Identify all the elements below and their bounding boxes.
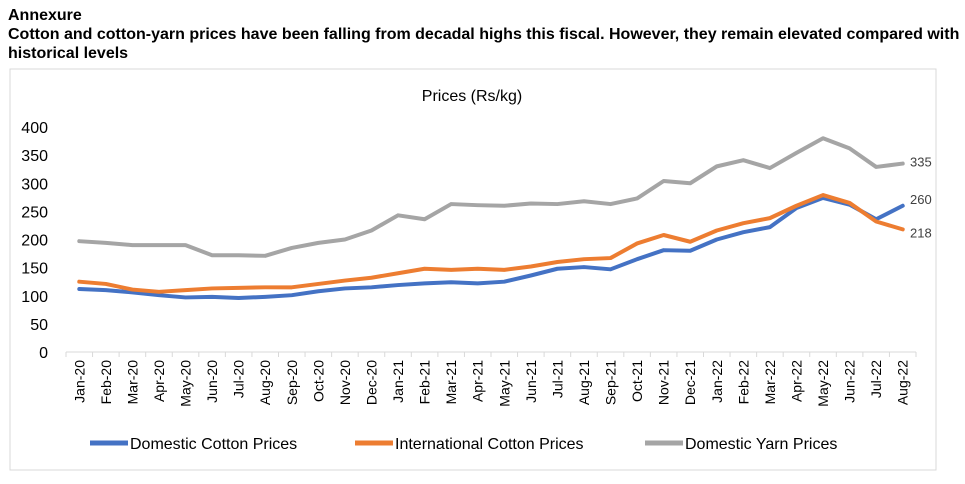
y-tick-label: 50 xyxy=(30,317,48,334)
x-tick-label: Jun-22 xyxy=(842,360,858,403)
x-tick-label: Mar-22 xyxy=(762,360,778,405)
x-tick-label: Jan-22 xyxy=(709,360,725,403)
x-tick-label: Dec-20 xyxy=(363,360,379,405)
x-tick-label: Sep-21 xyxy=(603,360,619,405)
x-tick-label: Apr-21 xyxy=(470,360,486,402)
y-tick-label: 200 xyxy=(21,233,48,250)
legend-label: Domestic Cotton Prices xyxy=(130,436,297,453)
end-data-label: 218 xyxy=(910,225,932,240)
x-tick-label: Mar-21 xyxy=(443,360,459,405)
x-tick-label: Oct-20 xyxy=(310,360,326,402)
x-tick-label: Apr-20 xyxy=(151,360,167,402)
header: Annexure Cotton and cotton-yarn prices h… xyxy=(8,6,963,63)
series-line-domestic-cotton-prices xyxy=(77,195,905,300)
end-data-label: 335 xyxy=(910,155,932,170)
x-tick-label: Jul-21 xyxy=(549,360,565,398)
x-tick-label: May-21 xyxy=(496,360,512,407)
x-tick-label: Feb-20 xyxy=(98,360,114,405)
y-tick-label: 350 xyxy=(21,148,48,165)
y-tick-label: 150 xyxy=(21,261,48,278)
x-tick-label: Jan-21 xyxy=(390,360,406,403)
x-tick-label: Jun-20 xyxy=(204,360,220,403)
page-title: Cotton and cotton-yarn prices have been … xyxy=(8,26,960,62)
x-tick-label: Sep-20 xyxy=(284,360,300,405)
chart-title: Prices (Rs/kg) xyxy=(422,88,522,105)
x-tick-label: Dec-21 xyxy=(682,360,698,405)
x-tick-label: Nov-21 xyxy=(656,360,672,405)
x-tick-label: Aug-21 xyxy=(576,360,592,405)
y-tick-label: 100 xyxy=(21,289,48,306)
legend-label: International Cotton Prices xyxy=(395,436,584,453)
x-tick-label: Feb-22 xyxy=(735,360,751,405)
x-tick-label: Mar-20 xyxy=(124,360,140,405)
series-line-international-cotton-prices xyxy=(77,193,905,294)
legend-label: Domestic Yarn Prices xyxy=(685,436,837,453)
x-tick-label: May-20 xyxy=(178,360,194,407)
x-tick-label: Apr-22 xyxy=(788,360,804,402)
x-tick-label: Nov-20 xyxy=(337,360,353,405)
x-tick-label: Jan-20 xyxy=(71,360,87,403)
annexure-label: Annexure xyxy=(8,7,82,24)
chart-border xyxy=(9,68,937,471)
x-tick-label: Oct-21 xyxy=(629,360,645,402)
y-tick-label: 300 xyxy=(21,176,48,193)
end-data-label: 260 xyxy=(910,192,932,207)
x-tick-label: Aug-22 xyxy=(895,360,911,405)
y-tick-label: 0 xyxy=(39,345,48,362)
x-tick-label: Feb-21 xyxy=(417,360,433,405)
x-tick-label: Jul-20 xyxy=(231,360,247,398)
y-tick-label: 400 xyxy=(21,120,48,137)
x-tick-label: Aug-20 xyxy=(257,360,273,405)
x-tick-label: Jul-22 xyxy=(868,360,884,398)
y-tick-label: 250 xyxy=(21,204,48,221)
series-line-domestic-yarn-prices xyxy=(77,136,905,258)
x-tick-label: May-22 xyxy=(815,360,831,407)
x-tick-label: Jun-21 xyxy=(523,360,539,403)
